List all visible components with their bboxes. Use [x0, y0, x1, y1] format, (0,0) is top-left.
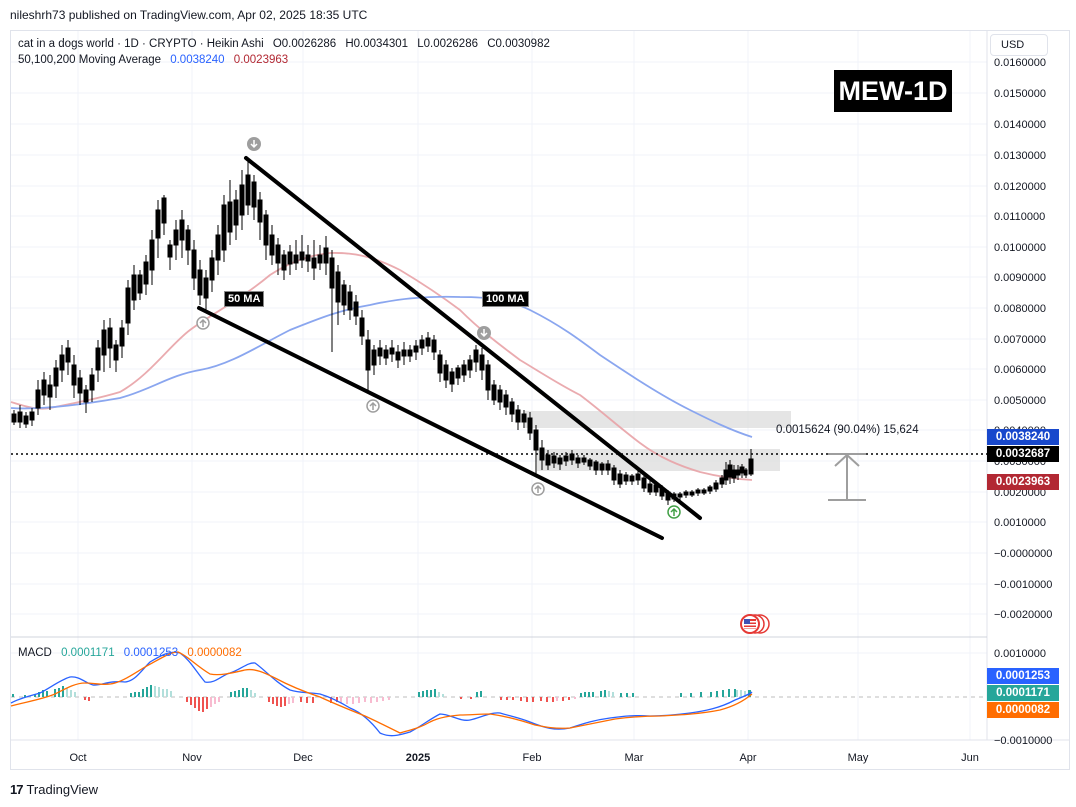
macd-line-value: 0.0001253 [123, 647, 179, 659]
macd-tick: −0.0010000 [994, 735, 1053, 747]
price-tick: 0.0010000 [994, 517, 1046, 529]
time-tick: Jun [961, 752, 979, 764]
upper-trendline [244, 156, 702, 520]
tradingview-brand: TradingView [26, 782, 99, 797]
ohlc-low: L0.0026286 [417, 38, 478, 50]
price-tick: −0.0020000 [994, 609, 1053, 621]
time-tick: Apr [739, 752, 757, 764]
measure-readout: 0.0015624 (90.04%) 15,624 [776, 424, 919, 436]
price-tick: 0.0140000 [994, 119, 1046, 131]
candles [11, 158, 754, 505]
time-tick: Oct [69, 752, 87, 764]
symbol-description[interactable]: cat in a dogs world · 1D · CRYPTO · Heik… [18, 38, 264, 50]
tradingview-logo-icon: 17 [10, 782, 24, 797]
macd-signal-value: 0.0000082 [187, 647, 242, 659]
time-tick: May [847, 752, 869, 764]
price-tick: 0.0050000 [994, 395, 1046, 407]
ma100-price-tag: 0.0038240 [987, 429, 1059, 445]
chart-frame [10, 30, 1070, 770]
macd-line-tag: 0.0001253 [987, 668, 1059, 684]
tradingview-logo[interactable]: 17 TradingView [10, 782, 98, 797]
chart-legend: cat in a dogs world · 1D · CRYPTO · Heik… [18, 36, 556, 68]
ohlc-open: O0.0026286 [272, 38, 337, 50]
published-info: nileshrh73 published on TradingView.com,… [10, 8, 368, 22]
macd-signal-tag: 0.0000082 [987, 702, 1059, 718]
price-tick: 0.0110000 [994, 211, 1046, 223]
time-tick: Mar [624, 752, 644, 764]
price-tick: 0.0060000 [994, 364, 1046, 376]
pivot-up-green-icon [667, 505, 681, 519]
grid-lines [11, 31, 987, 741]
pivot-down-icon [247, 137, 261, 151]
price-tick: 0.0160000 [994, 57, 1046, 69]
macd-indicator-name[interactable]: MACD [18, 647, 52, 659]
pivot-down-icon [477, 326, 491, 340]
pivot-up-icon [366, 399, 380, 413]
pivot-up-icon [196, 316, 210, 330]
macd-tick: 0.0010000 [994, 648, 1046, 660]
time-tick: 2025 [405, 752, 431, 764]
price-tick: 0.0120000 [994, 181, 1046, 193]
macd-hist-tag: 0.0001171 [987, 685, 1059, 701]
price-tick: 0.0130000 [994, 150, 1046, 162]
ma-indicator-name[interactable]: 50,100,200 Moving Average [18, 54, 162, 66]
ma100-line [10, 295, 753, 438]
ma50-label: 50 MA [224, 291, 265, 307]
macd-legend: MACD 0.0001171 0.0001253 0.0000082 [18, 645, 248, 661]
price-tick: −0.0000000 [994, 548, 1053, 560]
signal-line [10, 651, 753, 734]
price-tick: 0.0090000 [994, 272, 1046, 284]
resistance-zone [525, 411, 791, 428]
ma100-label: 100 MA [482, 291, 529, 307]
time-tick: Feb [522, 752, 542, 764]
currency-button[interactable]: USD [990, 34, 1048, 56]
price-tick: 0.0020000 [994, 487, 1046, 499]
ma-value-2: 0.0023963 [233, 54, 289, 66]
lower-trendline [197, 306, 664, 540]
macd-hist-value: 0.0001171 [61, 647, 115, 659]
ohlc-high: H0.0034301 [345, 38, 409, 50]
macd-histogram [12, 685, 751, 712]
price-tick: 0.0150000 [994, 88, 1046, 100]
ma-value-1: 0.0038240 [170, 54, 225, 66]
pivot-up-icon [531, 482, 545, 496]
ma50-price-tag: 0.0023963 [987, 474, 1059, 490]
price-tick: 0.0100000 [994, 242, 1046, 254]
title-badge: MEW-1D [834, 70, 952, 112]
time-tick: Nov [182, 752, 202, 764]
macd-line [10, 651, 753, 737]
time-tick: Dec [293, 752, 313, 764]
price-tick: −0.0010000 [994, 579, 1053, 591]
measure-tool [828, 453, 866, 501]
price-tick: 0.0080000 [994, 303, 1046, 315]
last-price-tag: 0.0032687 [987, 446, 1059, 462]
us-economic-event-icon [740, 614, 770, 634]
ohlc-close: C0.0030982 [487, 38, 550, 50]
price-tick: 0.0070000 [994, 334, 1046, 346]
ma50-line [10, 252, 753, 481]
